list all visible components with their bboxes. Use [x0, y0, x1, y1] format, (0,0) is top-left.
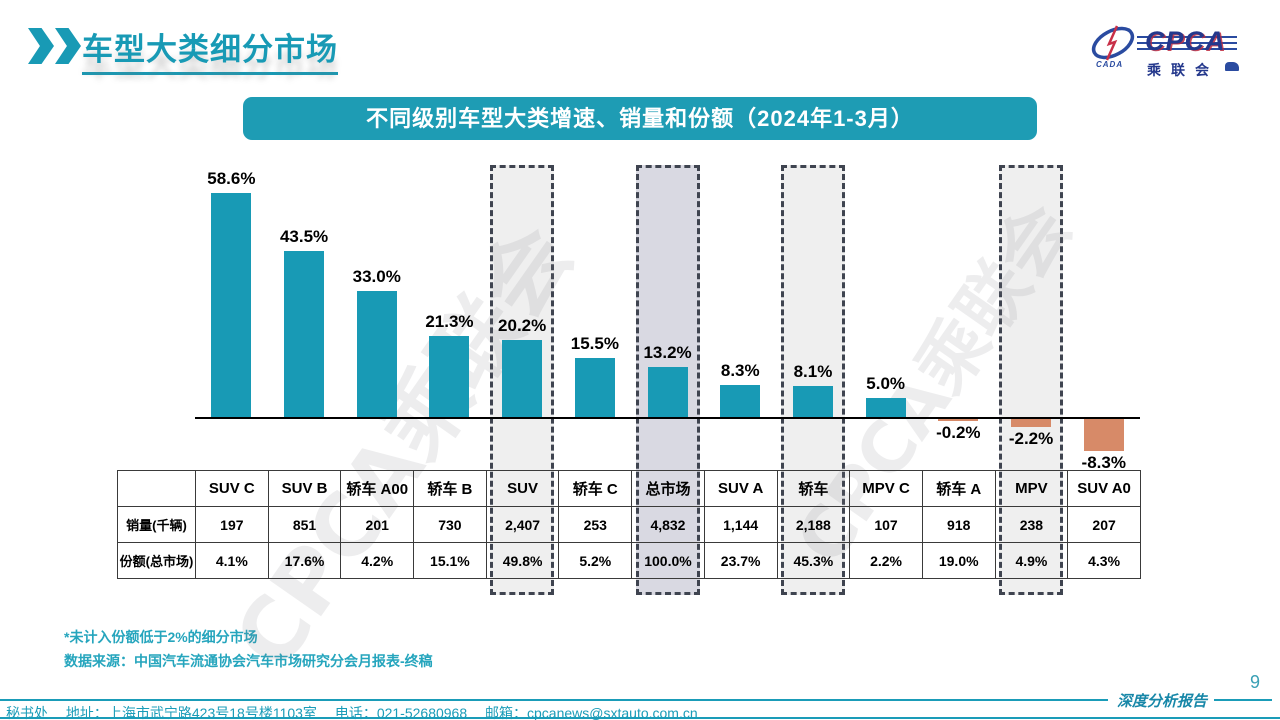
footer-divider-right: [1214, 699, 1272, 701]
growth-bar-轿车: [792, 386, 833, 417]
growth-label-suv-b: 43.5%: [279, 226, 329, 246]
double-chevron-icon: [28, 28, 82, 64]
table-col-header: 轿车: [777, 471, 851, 507]
table-col-header: SUV B: [268, 471, 342, 507]
logo-acronym: CPCA: [1145, 26, 1226, 56]
growth-label-轿车: 8.1%: [793, 362, 833, 382]
swoosh-label: CADA: [1096, 60, 1124, 69]
growth-label-轿车-b: 21.3%: [425, 311, 474, 331]
table-sales-value: 851: [268, 507, 342, 543]
chart-banner-title: 不同级别车型大类增速、销量和份额（2024年1-3月）: [243, 97, 1037, 140]
growth-bar-轿车-a: [938, 419, 979, 421]
growth-label-suv: 20.2%: [498, 315, 547, 335]
table-share-value: 15.1%: [414, 543, 487, 579]
growth-label-suv-c: 58.6%: [207, 169, 256, 189]
table-corner-cell: [118, 471, 196, 507]
footnote-data-source: 数据来源：中国汽车流通协会汽车市场研究分会月报表-终稿: [64, 653, 433, 669]
table-sales-value: 730: [414, 507, 487, 543]
table-col-header: 总市场: [632, 471, 705, 507]
growth-label-mpv-c: 5.0%: [866, 373, 906, 393]
growth-bar-轿车-b: [429, 335, 470, 417]
footer-divider-left: [0, 699, 1108, 701]
chevron-right-icon: [55, 28, 81, 64]
table-sales-value: 2,188: [777, 507, 851, 543]
growth-bar-suv-a0: [1083, 419, 1124, 451]
table-sales-value: 4,832: [632, 507, 705, 543]
growth-bar-suv: [502, 339, 543, 417]
growth-label-总市场: 13.2%: [643, 342, 692, 362]
growth-label-轿车-c: 15.5%: [570, 333, 619, 353]
highlight-box-轿车: [780, 165, 845, 595]
growth-label-suv-a0: -8.3%: [1081, 452, 1126, 472]
table-col-header: 轿车 A00: [341, 471, 415, 507]
table-share-value: 4.1%: [196, 543, 269, 579]
table-row-header-share: 份额(总市场): [118, 543, 196, 579]
table-row-header-sales: 销量(千辆): [118, 507, 196, 543]
growth-bar-suv-a: [720, 385, 761, 417]
table-share-value: 4.3%: [1068, 543, 1141, 579]
growth-bar-suv-c: [211, 193, 252, 417]
table-share-value: 100.0%: [632, 543, 705, 579]
table-share-value: 19.0%: [922, 543, 996, 579]
page-title: 车型大类细分市场: [82, 24, 338, 75]
table-sales-value: 2,407: [486, 507, 560, 543]
table-share-value: 5.2%: [559, 543, 633, 579]
bottom-edge-line: [0, 717, 1280, 719]
table-col-header: SUV: [486, 471, 560, 507]
highlight-box-mpv: [999, 165, 1064, 595]
table-sales-value: 107: [850, 507, 923, 543]
report-type-label: 深度分析报告: [1116, 692, 1207, 710]
growth-bar-mpv-c: [865, 397, 906, 417]
table-col-header: MPV: [995, 471, 1069, 507]
table-col-header: 轿车 A: [922, 471, 996, 507]
swoosh-icon: [1091, 25, 1135, 61]
table-col-header: 轿车 C: [559, 471, 633, 507]
growth-bar-总市场: [647, 366, 688, 417]
growth-label-轿车-a00: 33.0%: [352, 266, 401, 286]
growth-bar-轿车-a00: [356, 290, 397, 417]
table-col-header: SUV C: [196, 471, 269, 507]
footnote-share-threshold: *未计入份额低于2%的细分市场: [64, 629, 258, 645]
table-sales-value: 253: [559, 507, 633, 543]
table-sales-value: 201: [341, 507, 415, 543]
page-number: 9: [1249, 672, 1260, 692]
growth-label-mpv: -2.2%: [1008, 429, 1054, 449]
table-col-header: SUV A0: [1068, 471, 1141, 507]
data-table: SUV C SUV B 轿车 A00 轿车 B SUV 轿车 C 总市场 SUV A 轿车 MPV…: [117, 470, 1141, 579]
x-axis-line: [195, 417, 1140, 419]
table-sales-value: 918: [922, 507, 996, 543]
growth-bar-轿车-c: [574, 357, 615, 417]
table-share-value: 4.2%: [341, 543, 415, 579]
table-share-value: 17.6%: [268, 543, 342, 579]
table-share-value: 4.9%: [995, 543, 1069, 579]
table-sales-value: 1,144: [704, 507, 778, 543]
table-share-value: 23.7%: [704, 543, 778, 579]
table-sales-value: 197: [196, 507, 269, 543]
table-col-header: SUV A: [704, 471, 778, 507]
logo-stripes: [1137, 36, 1237, 54]
table-share-value: 49.8%: [486, 543, 560, 579]
cpca-logo: CADA CPCA 乘联会: [1087, 22, 1242, 80]
table-col-header: 轿车 B: [414, 471, 487, 507]
table-sales-value: 207: [1068, 507, 1141, 543]
growth-label-suv-a: 8.3%: [720, 361, 760, 381]
logo-chinese-name: 乘联会: [1147, 62, 1219, 78]
footer-contact-info: 秘书处 地址：上海市武宁路423号18号楼1103室 电话：021-526809…: [6, 705, 698, 720]
table-share-value: 45.3%: [777, 543, 851, 579]
table-sales-value: 238: [995, 507, 1069, 543]
car-icon: [1225, 62, 1239, 71]
growth-label-轿车-a: -0.2%: [936, 423, 981, 442]
table-col-header: MPV C: [850, 471, 923, 507]
table-share-value: 2.2%: [850, 543, 923, 579]
growth-bar-mpv: [1011, 419, 1052, 428]
growth-bar-suv-b: [284, 250, 325, 417]
chevron-right-icon: [28, 28, 54, 64]
